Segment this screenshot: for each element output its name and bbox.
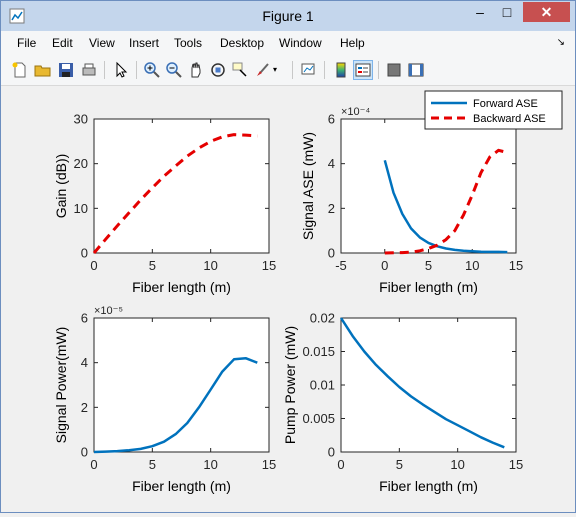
y-tick-label: 0.02	[310, 311, 335, 326]
x-axis-label: Fiber length (m)	[132, 279, 231, 295]
menu-window[interactable]: Window	[279, 36, 322, 50]
window-title: Figure 1	[262, 8, 314, 24]
x-axis-label: Fiber length (m)	[379, 478, 478, 494]
y-axis-label: Pump Power (mW)	[282, 326, 298, 444]
axes-3[interactable]: 0 5 10 15 0 2 4 6 Fiber length (m) Signal Power(m…	[53, 305, 276, 494]
new-figure-icon[interactable]	[11, 61, 29, 79]
legend-entry: Backward ASE	[473, 113, 546, 125]
x-tick-label: 0	[90, 258, 97, 273]
menu-tools[interactable]: Tools	[174, 36, 203, 50]
minimize-button[interactable]: –	[476, 4, 484, 20]
legend-box	[424, 90, 563, 130]
x-tick-label: 5	[149, 258, 156, 273]
menu-file[interactable]: File	[17, 36, 37, 50]
x-tick-label: 5	[396, 457, 403, 472]
x-tick-label: 5	[149, 457, 156, 472]
legend[interactable]: Forward ASE Backward ASE	[424, 90, 563, 130]
y-tick-label: 0	[328, 246, 335, 261]
x-tick-label: 0	[90, 457, 97, 472]
x-tick-label: 10	[450, 457, 464, 472]
save-icon[interactable]	[57, 61, 75, 79]
y-axis-label: Gain (dB))	[53, 154, 69, 219]
figure-toolbar: ▾	[1, 55, 575, 86]
x-tick-label: 10	[465, 258, 479, 273]
zoom-in-icon[interactable]	[143, 61, 161, 79]
axis-exponent-label: ×10⁻⁵	[94, 305, 123, 317]
x-axis-label: Fiber length (m)	[132, 478, 231, 494]
maximize-button[interactable]: □	[502, 4, 512, 20]
x-tick-label: 15	[262, 258, 276, 273]
x-tick-label: 15	[509, 258, 523, 273]
brush-menu-icon[interactable]: ▾	[273, 65, 278, 74]
pan-icon[interactable]	[187, 61, 205, 79]
pointer-icon[interactable]	[112, 61, 130, 79]
x-tick-label: 0	[381, 258, 388, 273]
brush-icon[interactable]	[253, 61, 271, 79]
menu-desktop[interactable]: Desktop	[220, 36, 265, 50]
title-bar[interactable]: Figure 1 – □ ✕	[1, 1, 575, 31]
x-tick-label: 10	[203, 258, 217, 273]
menu-insert[interactable]: Insert	[129, 36, 160, 50]
rotate-3d-icon[interactable]	[209, 61, 227, 79]
show-plot-tools-icon[interactable]	[407, 61, 425, 79]
axes-box	[93, 317, 270, 453]
axes-4[interactable]: 0 5 10 15 0 0.005 0.01 0.015 0.02 Fiber length (m…	[282, 311, 523, 495]
legend-icon[interactable]	[353, 60, 373, 80]
series-1-line[interactable]	[92, 133, 258, 254]
colorbar-icon[interactable]	[332, 61, 350, 79]
y-tick-label: 2	[328, 201, 335, 216]
close-button[interactable]: ✕	[523, 2, 570, 22]
y-tick-label: 6	[81, 311, 88, 326]
matlab-figure-icon	[9, 8, 25, 24]
y-tick-label: 0	[81, 246, 88, 261]
y-tick-label: 0	[328, 445, 335, 460]
y-tick-label: 0.005	[302, 411, 335, 426]
menu-bar: File Edit View Insert Tools Desktop Wind…	[1, 31, 575, 55]
x-tick-label: -5	[335, 258, 347, 273]
x-tick-label: 0	[337, 457, 344, 472]
y-tick-label: 4	[81, 355, 88, 370]
link-plot-icon[interactable]	[300, 61, 318, 79]
axes-1[interactable]: 0 5 10 15 0 10 20 30 Fiber length (m) Gain (dB))	[53, 112, 276, 296]
axes-box	[93, 118, 270, 254]
zoom-out-icon[interactable]	[165, 61, 183, 79]
x-axis-label: Fiber length (m)	[379, 279, 478, 295]
open-file-icon[interactable]	[34, 61, 52, 79]
print-icon[interactable]	[80, 61, 98, 79]
y-tick-label: 10	[74, 201, 88, 216]
x-tick-label: 10	[203, 457, 217, 472]
y-axis-label: Signal Power(mW)	[53, 327, 69, 444]
y-tick-label: 0.015	[302, 344, 335, 359]
x-tick-label: 5	[425, 258, 432, 273]
y-tick-label: 20	[74, 156, 88, 171]
axes-box	[340, 317, 517, 453]
menu-help[interactable]: Help	[340, 36, 365, 50]
axes-box	[340, 118, 517, 254]
series-1-line[interactable]	[93, 356, 258, 454]
y-tick-label: 6	[328, 112, 335, 127]
figure-canvas: 0 5 10 15 0 10 20 30 Fiber length (m) Gain (dB)) -…	[1, 86, 575, 512]
y-axis-label: Signal ASE (mW)	[300, 132, 316, 240]
axis-exponent-label: ×10⁻⁴	[341, 106, 370, 118]
hide-plot-tools-icon[interactable]	[385, 61, 403, 79]
y-tick-label: 0.01	[310, 378, 335, 393]
y-tick-label: 2	[81, 400, 88, 415]
menu-edit[interactable]: Edit	[52, 36, 73, 50]
backward-ase-line[interactable]	[384, 148, 508, 255]
y-tick-label: 0	[81, 445, 88, 460]
series-1-line[interactable]	[339, 317, 505, 449]
x-tick-label: 15	[262, 457, 276, 472]
data-cursor-icon[interactable]	[231, 61, 249, 79]
menu-view[interactable]: View	[89, 36, 115, 50]
forward-ase-line[interactable]	[383, 159, 508, 254]
y-tick-label: 30	[74, 112, 88, 127]
legend-entry: Forward ASE	[473, 98, 538, 110]
x-tick-label: 15	[509, 457, 523, 472]
y-tick-label: 4	[328, 156, 335, 171]
dock-figure-icon[interactable]: ↘	[556, 37, 565, 48]
